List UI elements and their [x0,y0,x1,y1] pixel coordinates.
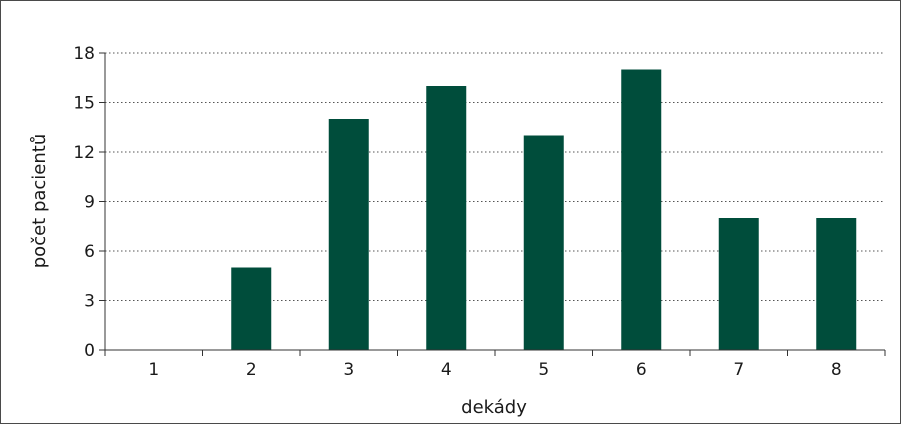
y-tick-label-15: 15 [73,94,95,114]
x-tick-labels: 1 2 3 4 5 6 7 8 [148,360,841,380]
bar-4 [426,86,467,350]
y-tick-labels: 0 3 6 9 12 15 18 [73,44,95,361]
gridlines [105,52,885,301]
bar-8 [816,218,857,350]
bar-3 [328,119,369,350]
y-tick-label-9: 9 [84,193,95,213]
y-tick-label-0: 0 [84,341,95,361]
x-tick-label-5: 5 [538,360,549,380]
y-tick-label-18: 18 [73,44,95,64]
y-tick-label-6: 6 [84,242,95,262]
x-tick-label-3: 3 [343,360,354,380]
x-tick-label-7: 7 [733,360,744,380]
x-tick-label-1: 1 [148,360,159,380]
bars [231,69,857,350]
x-axis-title: dekády [461,397,527,418]
bar-6 [621,69,662,350]
axes [99,52,886,356]
y-axis-title: počet pacientů [29,134,50,269]
bar-5 [523,135,564,350]
x-tick-label-4: 4 [441,360,452,380]
x-tick-label-6: 6 [636,360,647,380]
bar-7 [718,218,759,350]
y-tick-label-3: 3 [84,292,95,312]
x-tick-label-2: 2 [246,360,257,380]
y-tick-label-12: 12 [73,143,95,163]
bar-2 [231,267,272,350]
x-tick-label-8: 8 [831,360,842,380]
